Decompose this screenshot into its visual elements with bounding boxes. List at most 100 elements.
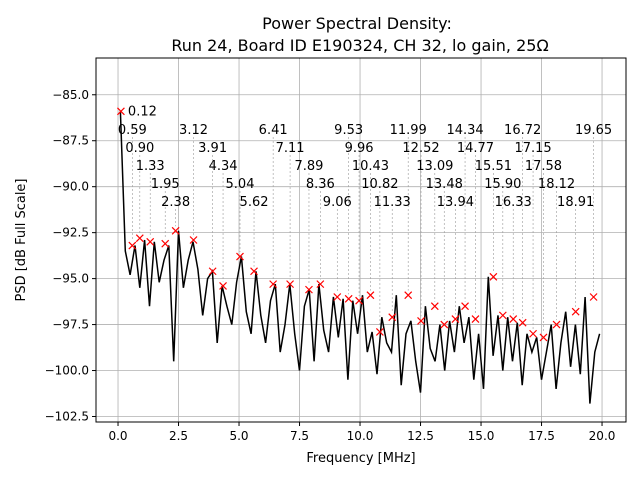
peak-marker: 10.43	[352, 159, 389, 300]
peak-marker: 1.33	[136, 159, 165, 246]
peak-marker: 13.48	[426, 177, 463, 329]
peak-label: 10.82	[361, 177, 398, 192]
peak-label: 17.58	[525, 159, 562, 174]
peak-x-mark	[355, 296, 363, 305]
peak-x-mark	[451, 315, 460, 323]
peak-label: 14.77	[457, 141, 494, 156]
peak-label: 4.34	[209, 159, 238, 174]
peak-marker: 8.36	[306, 177, 335, 289]
peak-x-mark	[171, 226, 180, 235]
axes-frame	[95, 57, 627, 423]
peak-label: 18.12	[538, 177, 575, 192]
peak-marker: 11.33	[374, 195, 411, 322]
peak-label: 2.38	[161, 195, 190, 210]
peak-markers: 0.12 0.59 0.90 1.33 1.95 2.38 3.12 3.91 4.34 5.04…	[117, 104, 612, 342]
peak-x-mark	[529, 329, 537, 338]
y-tick-label: −100.0	[45, 364, 89, 378]
chart-subtitle: Run 24, Board ID E190324, CH 32, lo gain…	[171, 36, 548, 55]
y-axis-label: PSD [dB Full Scale]	[14, 178, 29, 301]
peak-x-mark	[344, 294, 353, 303]
peak-marker: 14.77	[457, 141, 494, 323]
x-tick-label: 10.0	[347, 429, 374, 443]
peak-x-mark	[219, 282, 227, 290]
y-tick-label: −97.5	[52, 318, 89, 332]
peak-marker: 19.65	[575, 123, 612, 301]
peak-x-mark	[571, 307, 580, 316]
peak-marker: 15.51	[475, 159, 512, 281]
peak-marker: 9.06	[323, 195, 352, 301]
peak-label: 9.06	[323, 195, 352, 210]
peak-label: 14.34	[446, 123, 483, 138]
peak-marker: 18.91	[557, 195, 594, 316]
peak-label: 5.04	[226, 177, 255, 192]
peak-marker: 15.90	[484, 177, 521, 320]
y-tick-label: −95.0	[52, 272, 89, 286]
peak-x-mark	[117, 107, 125, 116]
peak-x-mark	[135, 234, 144, 243]
peak-label: 0.90	[125, 141, 154, 156]
peak-marker: 17.15	[514, 141, 552, 338]
peak-marker: 17.58	[525, 159, 562, 342]
peak-label: 19.65	[575, 123, 612, 138]
peak-label: 3.12	[179, 123, 208, 138]
peak-label: 16.72	[504, 123, 541, 138]
x-tick-label: 7.5	[290, 429, 309, 443]
peak-marker: 5.62	[240, 195, 269, 276]
y-tick-label: −102.5	[45, 409, 89, 423]
peak-marker: 0.59	[118, 123, 147, 250]
peak-label: 9.96	[345, 141, 374, 156]
x-tick-label: 0.0	[108, 429, 127, 443]
peak-marker: 0.90	[125, 141, 154, 243]
peak-x-mark	[305, 285, 313, 294]
peak-x-mark	[440, 320, 449, 329]
peak-label: 10.43	[352, 159, 389, 174]
peak-x-mark	[430, 302, 439, 311]
peak-x-mark	[375, 327, 384, 336]
peak-label: 1.33	[136, 159, 165, 174]
peak-marker: 13.94	[437, 195, 474, 323]
peak-marker: 7.89	[294, 159, 323, 294]
peak-label: 1.95	[151, 177, 180, 192]
x-tick-label: 17.5	[528, 429, 555, 443]
peak-label: 11.99	[390, 123, 427, 138]
peak-marker: 9.53	[334, 123, 363, 303]
peak-x-mark	[518, 318, 527, 327]
ticks: 0.0 2.5 5.0 7.5 10.0 12.5 15.0 17.5 20.0 −85.0 −87…	[45, 88, 616, 443]
x-axis-label: Frequency [MHz]	[306, 451, 415, 466]
peak-x-mark	[404, 291, 413, 300]
y-tick-label: −87.5	[52, 134, 89, 148]
peak-leader-lines	[132, 137, 594, 333]
peak-label: 18.91	[557, 195, 594, 210]
peak-marker: 3.91	[198, 141, 227, 276]
peak-x-mark	[316, 280, 325, 289]
peak-marker: 7.11	[276, 141, 305, 289]
peak-x-mark	[250, 267, 258, 276]
x-tick-label: 2.5	[169, 429, 188, 443]
peak-label: 7.89	[294, 159, 323, 174]
plot-area	[119, 111, 601, 404]
peak-label: 17.15	[514, 141, 551, 156]
peak-marker: 14.34	[446, 123, 484, 311]
grid	[96, 58, 626, 422]
peak-marker: 3.12	[179, 123, 208, 244]
peak-label: 13.94	[437, 195, 474, 210]
peak-x-mark	[498, 311, 507, 320]
peak-x-mark	[236, 252, 244, 261]
peak-label: 13.09	[416, 159, 453, 174]
peak-label: 15.51	[475, 159, 512, 174]
y-tick-label: −90.0	[52, 180, 89, 194]
peak-x-mark	[417, 316, 425, 325]
peak-x-mark	[128, 241, 137, 250]
peak-label: 3.91	[198, 141, 227, 156]
peak-x-mark	[539, 333, 548, 342]
peak-x-mark	[366, 291, 375, 300]
peak-label: 9.53	[334, 123, 363, 138]
peak-x-mark	[471, 315, 480, 323]
peak-label: 0.12	[128, 104, 157, 119]
peak-marker: 16.33	[495, 195, 532, 323]
peak-x-mark	[388, 313, 397, 322]
peak-marker: 0.12	[117, 104, 157, 119]
peak-marker: 10.82	[361, 177, 398, 336]
peak-label: 6.41	[259, 123, 288, 138]
